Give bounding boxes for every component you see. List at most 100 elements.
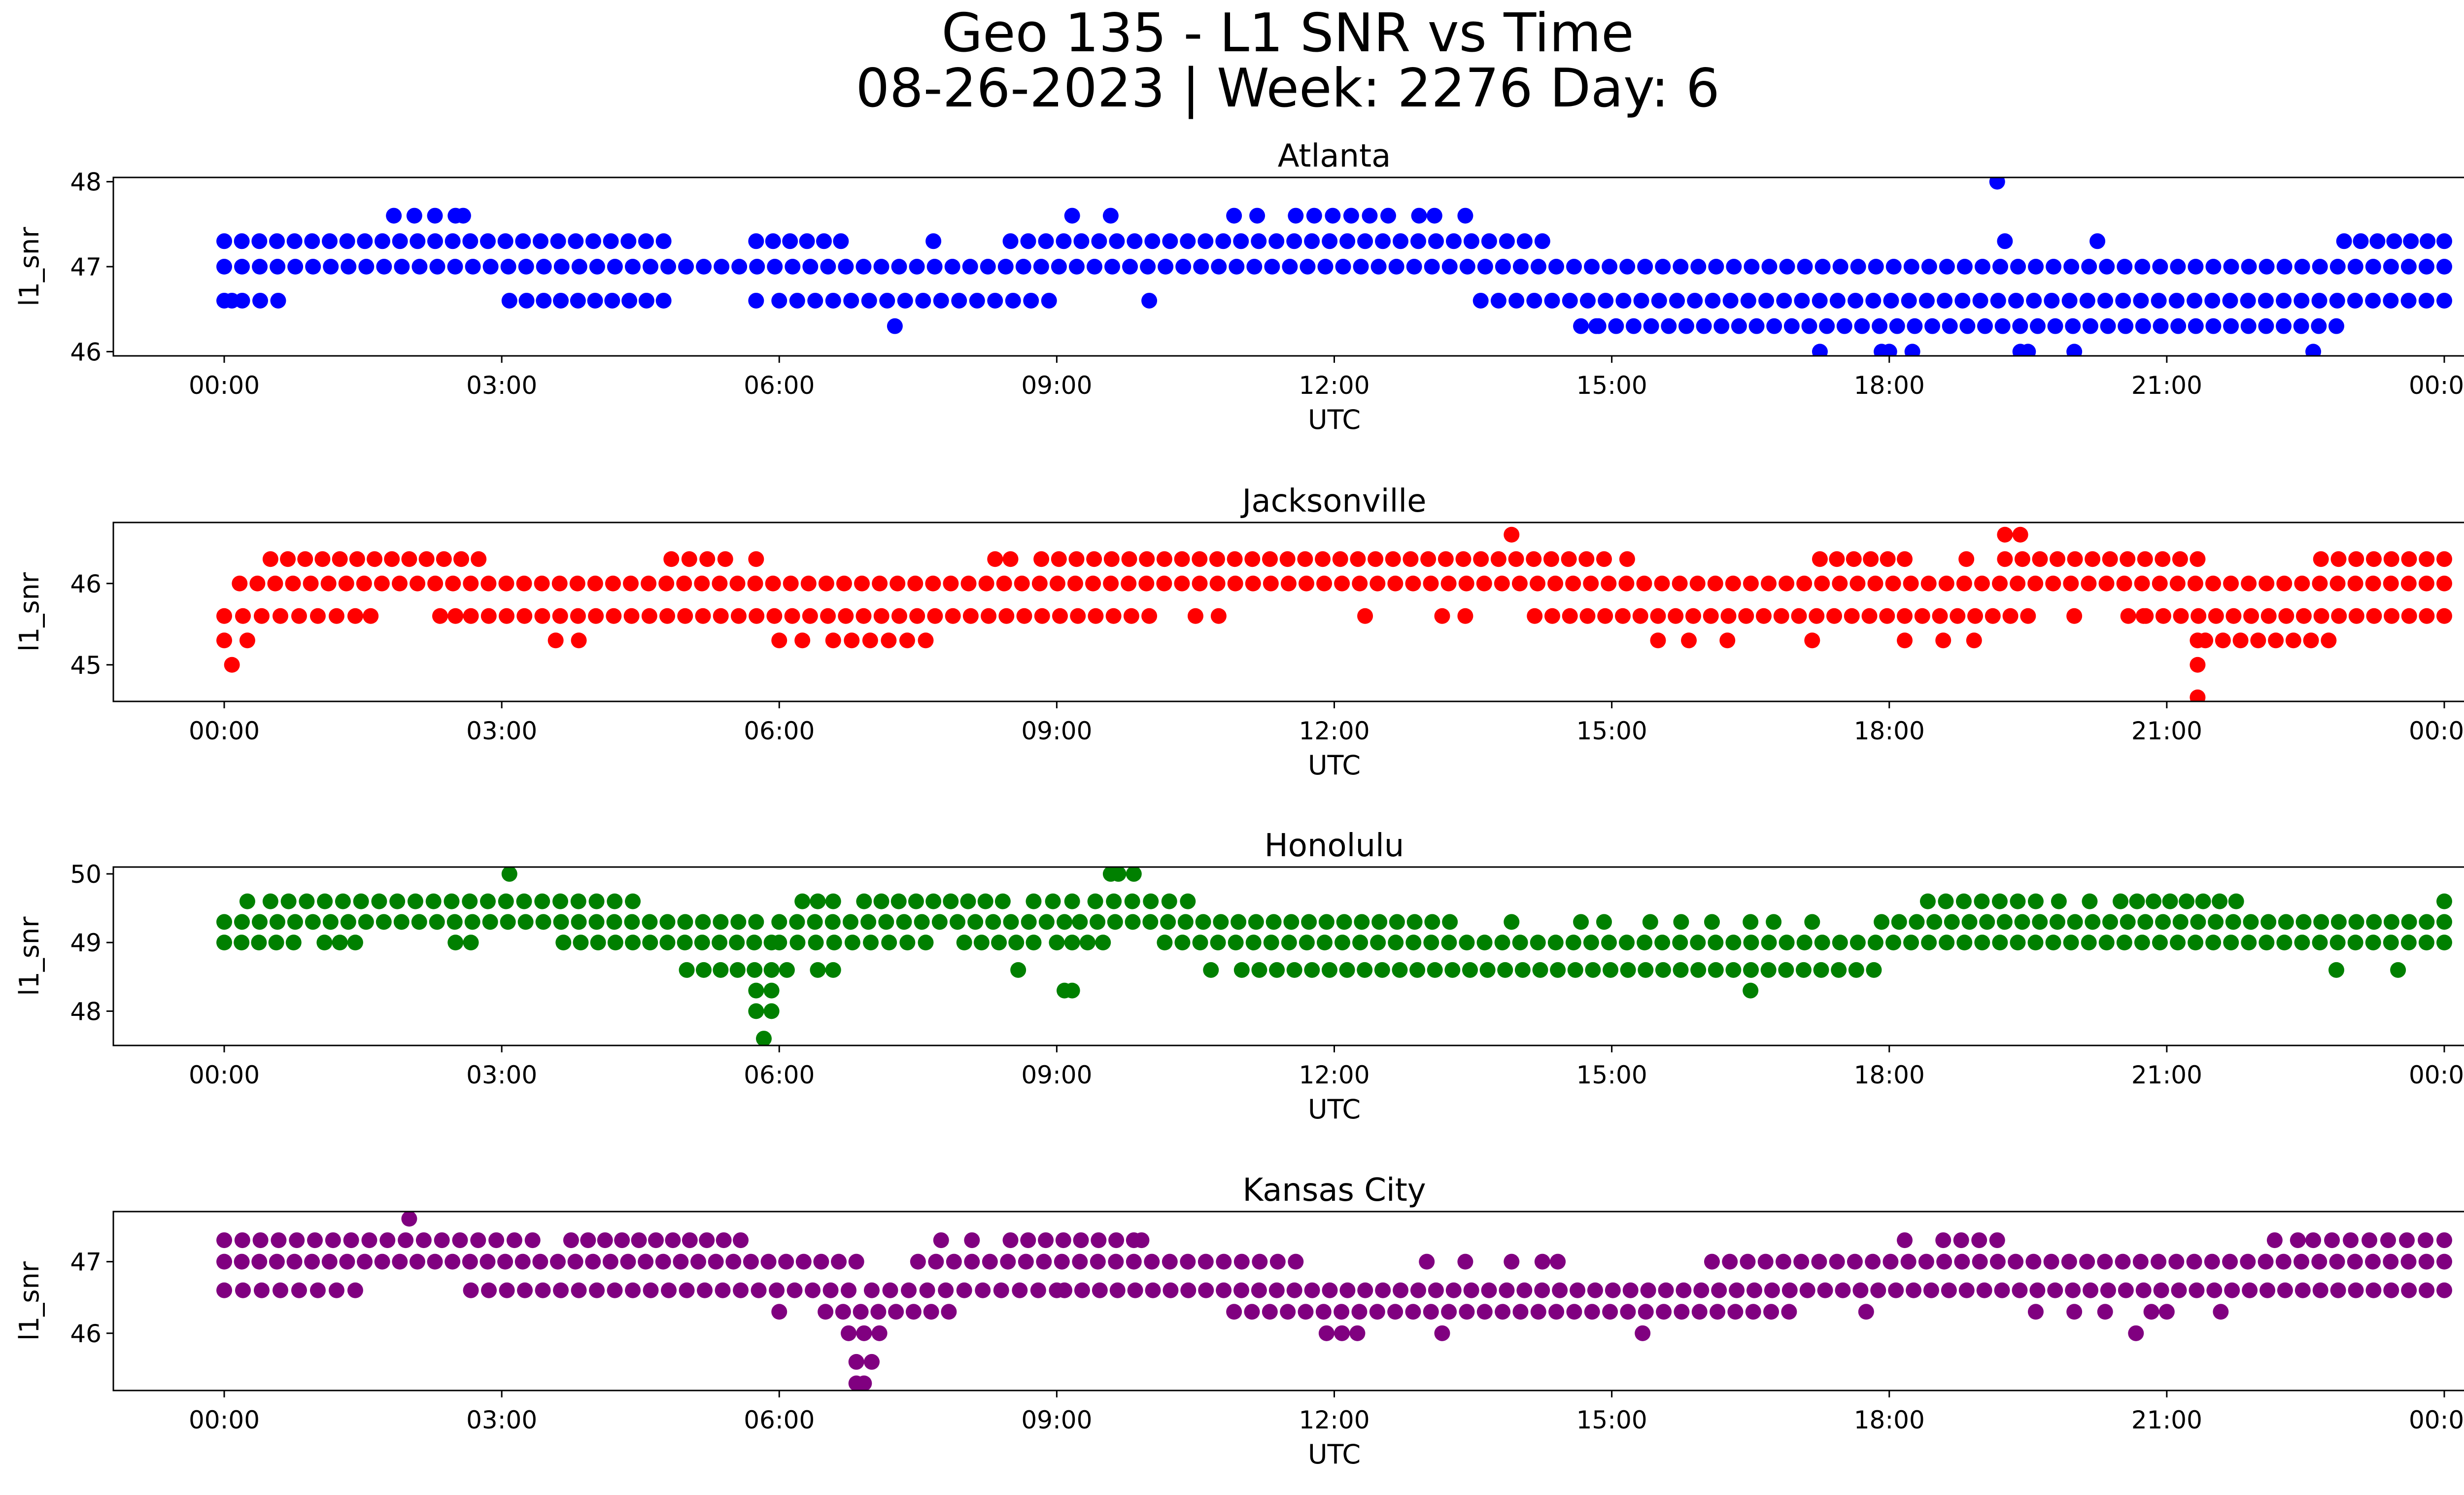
data-point xyxy=(1704,914,1720,930)
data-point xyxy=(401,1212,417,1227)
data-point xyxy=(2020,344,2036,356)
data-point xyxy=(1177,914,1194,930)
data-point xyxy=(1781,1282,1798,1298)
data-point xyxy=(1636,575,1652,591)
data-point xyxy=(481,1282,497,1298)
data-point xyxy=(1279,551,1296,567)
data-point xyxy=(975,1282,991,1298)
data-point xyxy=(1722,292,1739,309)
data-point xyxy=(1428,1282,1444,1298)
data-point xyxy=(863,1282,880,1298)
data-point xyxy=(570,893,586,909)
data-point xyxy=(1602,1304,1618,1320)
data-point xyxy=(2343,1232,2359,1249)
data-point xyxy=(1795,962,1812,978)
data-point xyxy=(2204,1253,2220,1270)
data-point xyxy=(2294,1282,2311,1298)
data-point xyxy=(2386,233,2402,249)
data-point xyxy=(2100,1282,2116,1298)
data-point xyxy=(1068,551,1085,567)
data-point xyxy=(463,935,479,951)
data-point xyxy=(251,935,267,951)
data-point xyxy=(2384,608,2400,624)
data-point xyxy=(1298,575,1314,591)
data-point xyxy=(1325,208,1341,224)
data-point xyxy=(1985,608,2001,624)
data-point xyxy=(1655,962,1671,978)
data-point xyxy=(848,1354,864,1370)
data-point xyxy=(623,575,639,591)
data-point xyxy=(253,608,270,624)
data-point xyxy=(951,292,967,309)
data-point xyxy=(1055,1232,1071,1249)
data-point xyxy=(2347,259,2363,275)
data-point xyxy=(771,292,787,309)
data-point xyxy=(985,914,1001,930)
data-point xyxy=(749,608,765,624)
data-point xyxy=(367,551,383,567)
data-point xyxy=(446,914,463,930)
data-point xyxy=(763,1003,780,1019)
data-point xyxy=(1343,208,1359,224)
data-point xyxy=(2383,935,2399,951)
data-point xyxy=(1992,575,2008,591)
data-point xyxy=(2189,1282,2205,1298)
data-point xyxy=(1622,1282,1639,1298)
data-point xyxy=(2027,575,2044,591)
data-point xyxy=(1681,632,1697,649)
data-point xyxy=(406,208,422,224)
data-point xyxy=(1266,914,1282,930)
data-point xyxy=(2190,657,2206,673)
data-point xyxy=(925,575,941,591)
data-point xyxy=(2277,1282,2293,1298)
data-point xyxy=(1654,935,1671,951)
data-point xyxy=(873,608,890,624)
data-point xyxy=(535,914,551,930)
data-point xyxy=(694,935,710,951)
data-point xyxy=(1854,318,1870,334)
data-point xyxy=(1532,962,1548,978)
data-point xyxy=(1459,259,1475,275)
data-point xyxy=(1423,935,1439,951)
data-point xyxy=(1195,914,1211,930)
data-point xyxy=(782,233,798,249)
data-point xyxy=(1233,233,1249,249)
data-point xyxy=(2047,318,2063,334)
data-point xyxy=(1620,962,1636,978)
data-point xyxy=(625,935,641,951)
data-point xyxy=(1141,608,1158,624)
data-point xyxy=(1548,1304,1565,1320)
data-point xyxy=(1954,292,1971,309)
data-point xyxy=(1516,233,1533,249)
data-point xyxy=(1783,318,1800,334)
data-point xyxy=(553,259,570,275)
data-point xyxy=(2100,318,2116,334)
data-point xyxy=(347,608,363,624)
data-point xyxy=(1162,233,1178,249)
data-point xyxy=(285,935,302,951)
data-point xyxy=(716,1232,732,1249)
data-point xyxy=(1121,575,1137,591)
x-tick-label: 09:00 xyxy=(1021,371,1092,400)
data-point xyxy=(1867,575,1883,591)
data-point xyxy=(658,575,675,591)
data-point xyxy=(2012,526,2028,543)
data-point xyxy=(552,893,569,909)
data-point xyxy=(1708,935,1724,951)
data-point xyxy=(960,893,976,909)
data-point xyxy=(2151,292,2167,309)
data-point xyxy=(1103,575,1119,591)
data-point xyxy=(2278,608,2294,624)
data-point xyxy=(896,914,912,930)
data-point xyxy=(1713,318,1730,334)
data-point xyxy=(833,233,849,249)
data-point xyxy=(1127,1282,1143,1298)
x-tick-label: 06:00 xyxy=(744,371,815,400)
data-point xyxy=(2162,893,2178,909)
y-tick-label: 46 xyxy=(70,570,102,598)
data-point xyxy=(2294,259,2310,275)
data-point xyxy=(1615,292,1632,309)
data-point xyxy=(899,632,915,649)
data-point xyxy=(767,259,783,275)
data-point xyxy=(1552,1282,1568,1298)
